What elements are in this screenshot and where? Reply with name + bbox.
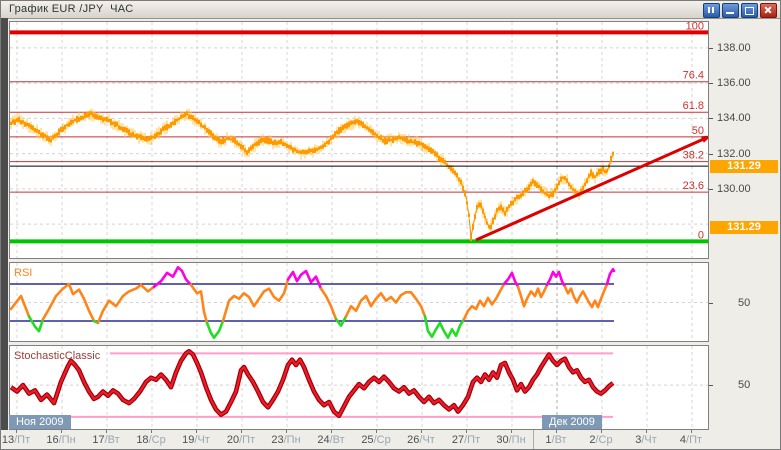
rsi-panel[interactable]: RSI <box>9 262 709 342</box>
window-title: График EUR /JPY ЧАС <box>9 3 134 15</box>
date-label: 18/Ср <box>136 434 166 446</box>
candle-series <box>10 108 614 242</box>
maximize-icon <box>745 7 754 15</box>
trend-line[interactable] <box>475 135 708 242</box>
split-panes-icon <box>708 7 710 13</box>
stochastic-panel[interactable]: StochasticClassic <box>9 345 709 430</box>
date-tick <box>16 430 17 433</box>
date-tick <box>511 430 512 433</box>
split-window-button[interactable] <box>703 3 720 18</box>
minimize-icon <box>726 12 734 14</box>
date-label: 2/Ср <box>589 434 613 446</box>
date-label: 23/Пн <box>271 434 301 446</box>
date-label: 13/Пт <box>1 434 31 446</box>
price-axis-label: 134.00 <box>717 112 751 124</box>
stochastic-line <box>10 349 615 419</box>
gridlines <box>10 22 708 258</box>
rsi-axis-label: 50 <box>738 297 751 309</box>
date-tick <box>61 430 62 433</box>
month-badge-1: Дек 2009 <box>542 415 602 429</box>
date-label: 16/Пн <box>46 434 76 446</box>
date-label: 20/Пт <box>226 434 256 446</box>
date-label: 25/Ср <box>361 434 391 446</box>
stoch-axis-label: 50 <box>738 379 751 391</box>
price-badge-1: 131.29 <box>710 221 778 234</box>
price-tick <box>709 118 713 119</box>
rsi-canvas[interactable]: RSI <box>10 263 708 341</box>
date-tick <box>151 430 152 433</box>
fib-label-0: 0 <box>698 229 704 241</box>
date-label: 3/Чт <box>635 434 657 446</box>
window-left-border <box>1 18 8 430</box>
fib-label-100: 100 <box>686 22 704 32</box>
date-tick <box>331 430 332 433</box>
fib-label-23.6: 23.6 <box>683 180 704 192</box>
minimize-button[interactable] <box>722 3 739 18</box>
rsi-tick <box>709 303 713 304</box>
date-label: 27/Пт <box>451 434 481 446</box>
stochastic-label: StochasticClassic <box>14 350 101 362</box>
date-tick <box>106 430 107 433</box>
stoch-canvas[interactable]: StochasticClassic <box>10 346 708 429</box>
window-controls <box>703 3 777 18</box>
date-tick <box>646 430 647 433</box>
date-tick <box>601 430 602 433</box>
price-tick <box>709 189 713 190</box>
maximize-button[interactable] <box>741 3 758 18</box>
rsi-line <box>10 266 616 339</box>
fib-label-76.4: 76.4 <box>683 70 704 82</box>
date-label: 24/Вт <box>317 434 345 446</box>
price-axis-label: 132.00 <box>717 148 751 160</box>
price-axis-label: 130.00 <box>717 183 751 195</box>
month-badge-0: Ноя 2009 <box>9 415 71 429</box>
date-label: 1/Вт <box>545 434 567 446</box>
rsi-label: RSI <box>14 267 32 279</box>
date-tick <box>196 430 197 433</box>
date-axis: 13/Пт 16/Пн 17/Вт 18/Ср 19/Чт 20/Пт 23/Пн 24/Вт… <box>1 430 780 449</box>
close-button[interactable] <box>760 3 777 18</box>
stoch-tick <box>709 385 713 386</box>
title-bar[interactable]: График EUR /JPY ЧАС <box>1 1 780 19</box>
date-tick <box>376 430 377 433</box>
price-chart-panel[interactable]: 100 76.4 61.8 50 38.2 23.6 0 <box>9 21 709 259</box>
date-tick <box>466 430 467 433</box>
fibonacci-retracement[interactable]: 100 76.4 61.8 50 38.2 23.6 0 <box>10 22 708 241</box>
price-tick <box>709 48 713 49</box>
date-label: 4/Пт <box>679 434 703 446</box>
date-tick <box>421 430 422 433</box>
price-tick <box>709 83 713 84</box>
date-label: 17/Вт <box>92 434 120 446</box>
price-axis-label: 138.00 <box>717 42 751 54</box>
price-axis-label: 136.00 <box>717 77 751 89</box>
date-label: 19/Чт <box>182 434 210 446</box>
date-tick <box>241 430 242 433</box>
price-canvas[interactable]: 100 76.4 61.8 50 38.2 23.6 0 <box>10 22 708 258</box>
date-tick <box>691 430 692 433</box>
price-tick <box>709 154 713 155</box>
fib-label-38.2: 38.2 <box>683 150 704 162</box>
month-separator <box>533 430 534 449</box>
fib-label-50: 50 <box>692 125 704 137</box>
date-tick <box>556 430 557 433</box>
price-axis: 138.00 136.00 134.00 132.00 130.00 131.29 131.… <box>709 18 780 449</box>
fib-label-61.8: 61.8 <box>683 100 704 112</box>
date-tick <box>286 430 287 433</box>
date-label: 26/Чт <box>407 434 435 446</box>
price-badge-0: 131.29 <box>710 160 778 173</box>
date-label: 30/Пн <box>496 434 526 446</box>
